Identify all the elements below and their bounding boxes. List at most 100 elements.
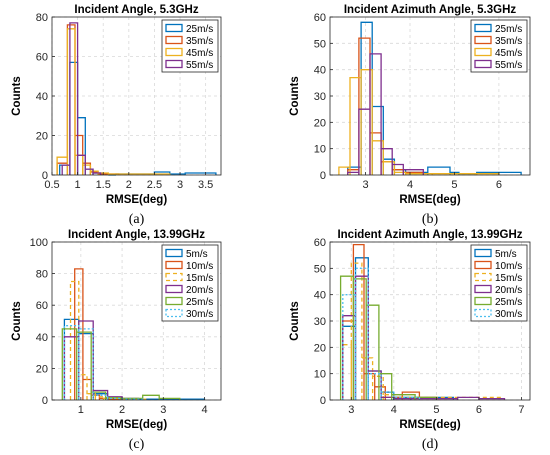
- x-tick-label: 2: [119, 404, 125, 416]
- x-tick-label: 4: [391, 404, 397, 416]
- axes-frame: [51, 241, 222, 401]
- legend-swatch: [165, 260, 183, 270]
- chart-panel-1: 0.5 1 1.5 2 2.5 3 3.5 0 20 40 60 80 Incident Angle, …: [11, 4, 222, 227]
- legend-swatch: [474, 296, 492, 306]
- y-tick-label: 80: [36, 269, 48, 281]
- y-tick-label: 30: [314, 316, 326, 328]
- panel-caption: (a): [129, 212, 145, 227]
- chart-title: Incident Angle, 5.3GHz: [74, 4, 198, 16]
- y-tick-label: 60: [36, 52, 48, 64]
- chart-title: Incident Angle, 13.99GHz: [68, 229, 205, 241]
- y-tick-label: 20: [36, 131, 48, 143]
- x-axis-label: RMSE(deg): [106, 194, 168, 206]
- chart-panel-4: 3 4 5 6 7 0 10 20 30 40 50 60 Incident Azimuth Angle…: [289, 229, 531, 452]
- x-tick-label: 1.5: [96, 179, 111, 191]
- y-tick-label: 30: [314, 91, 326, 103]
- legend-swatch: [165, 272, 183, 282]
- x-tick-label: 3: [362, 179, 368, 191]
- x-axis-label: RMSE(deg): [106, 419, 168, 431]
- x-tick-label: 4: [201, 404, 207, 416]
- x-tick-label: 6: [496, 179, 502, 191]
- legend-label: 25m/s: [186, 297, 213, 308]
- legend-box: [470, 244, 528, 322]
- chart-title: Incident Azimuth Angle, 5.3GHz: [344, 4, 517, 16]
- x-axis-label: RMSE(deg): [399, 419, 461, 431]
- legend-swatch: [474, 35, 492, 45]
- y-tick-label: 40: [36, 332, 48, 344]
- histogram-series-6: [63, 325, 144, 400]
- y-tick-label: 60: [314, 237, 326, 249]
- legend-swatch: [474, 47, 492, 57]
- x-tick-label: 6: [476, 404, 482, 416]
- legend-label: 35m/s: [495, 36, 522, 47]
- panel-caption: (b): [422, 212, 439, 227]
- x-tick-label: 0.5: [44, 179, 59, 191]
- legend-box: [470, 19, 528, 73]
- x-tick-label: 3.5: [198, 179, 213, 191]
- legend-label: 25m/s: [495, 24, 522, 35]
- y-tick-label: 0: [320, 170, 326, 182]
- x-tick-label: 3: [177, 179, 183, 191]
- legend-swatch: [165, 47, 183, 57]
- y-tick-label: 20: [314, 342, 326, 354]
- legend-label: 35m/s: [186, 36, 213, 47]
- chart-title: Incident Azimuth Angle, 13.99GHz: [337, 229, 522, 241]
- y-tick-label: 0: [320, 395, 326, 407]
- x-tick-label: 5: [433, 404, 439, 416]
- histogram-series-4: [61, 22, 102, 175]
- y-tick-label: 20: [314, 117, 326, 129]
- x-tick-label: 4: [407, 179, 413, 191]
- y-tick-label: 10: [314, 144, 326, 156]
- legend-label: 55m/s: [495, 60, 522, 71]
- y-tick-label: 80: [36, 12, 48, 24]
- y-axis-label: Counts: [11, 76, 23, 116]
- y-tick-label: 0: [42, 170, 48, 182]
- legend-box: [161, 244, 219, 322]
- x-tick-label: 1: [78, 404, 84, 416]
- legend-swatch: [474, 59, 492, 69]
- x-tick-label: 5: [451, 179, 457, 191]
- histogram-series-5: [61, 328, 181, 400]
- y-tick-label: 20: [36, 363, 48, 375]
- histogram-series-2: [56, 24, 120, 175]
- legend-swatch: [474, 284, 492, 294]
- histogram-series-5: [339, 275, 438, 400]
- legend-label: 30m/s: [495, 309, 522, 320]
- y-tick-label: 50: [314, 38, 326, 50]
- x-tick-label: 2: [126, 179, 132, 191]
- y-tick-label: 60: [36, 300, 48, 312]
- legend-label: 5m/s: [495, 249, 517, 260]
- legend-label: 25m/s: [495, 297, 522, 308]
- y-tick-label: 60: [314, 12, 326, 24]
- legend-swatch: [474, 308, 492, 318]
- legend-label: 10m/s: [186, 261, 213, 272]
- legend-label: 30m/s: [186, 309, 213, 320]
- y-tick-label: 40: [36, 91, 48, 103]
- y-tick-label: 40: [314, 65, 326, 77]
- legend-label: 20m/s: [495, 285, 522, 296]
- y-axis-label: Counts: [289, 301, 301, 341]
- y-tick-label: 0: [42, 395, 48, 407]
- y-axis-label: Counts: [11, 301, 23, 341]
- panel-caption: (d): [422, 437, 439, 452]
- y-tick-label: 40: [314, 290, 326, 302]
- legend-swatch: [474, 248, 492, 258]
- x-axis-label: RMSE(deg): [399, 194, 461, 206]
- legend-swatch: [165, 59, 183, 69]
- legend-label: 45m/s: [495, 48, 522, 59]
- legend-label: 20m/s: [186, 285, 213, 296]
- y-axis-label: Counts: [289, 76, 301, 116]
- y-tick-label: 10: [314, 369, 326, 381]
- legend-swatch: [165, 308, 183, 318]
- x-tick-label: 3: [348, 404, 354, 416]
- x-tick-label: 7: [518, 404, 524, 416]
- legend-label: 5m/s: [186, 249, 208, 260]
- histogram-series-6: [342, 267, 421, 400]
- y-tick-label: 50: [314, 263, 326, 275]
- x-tick-label: 2.5: [147, 179, 162, 191]
